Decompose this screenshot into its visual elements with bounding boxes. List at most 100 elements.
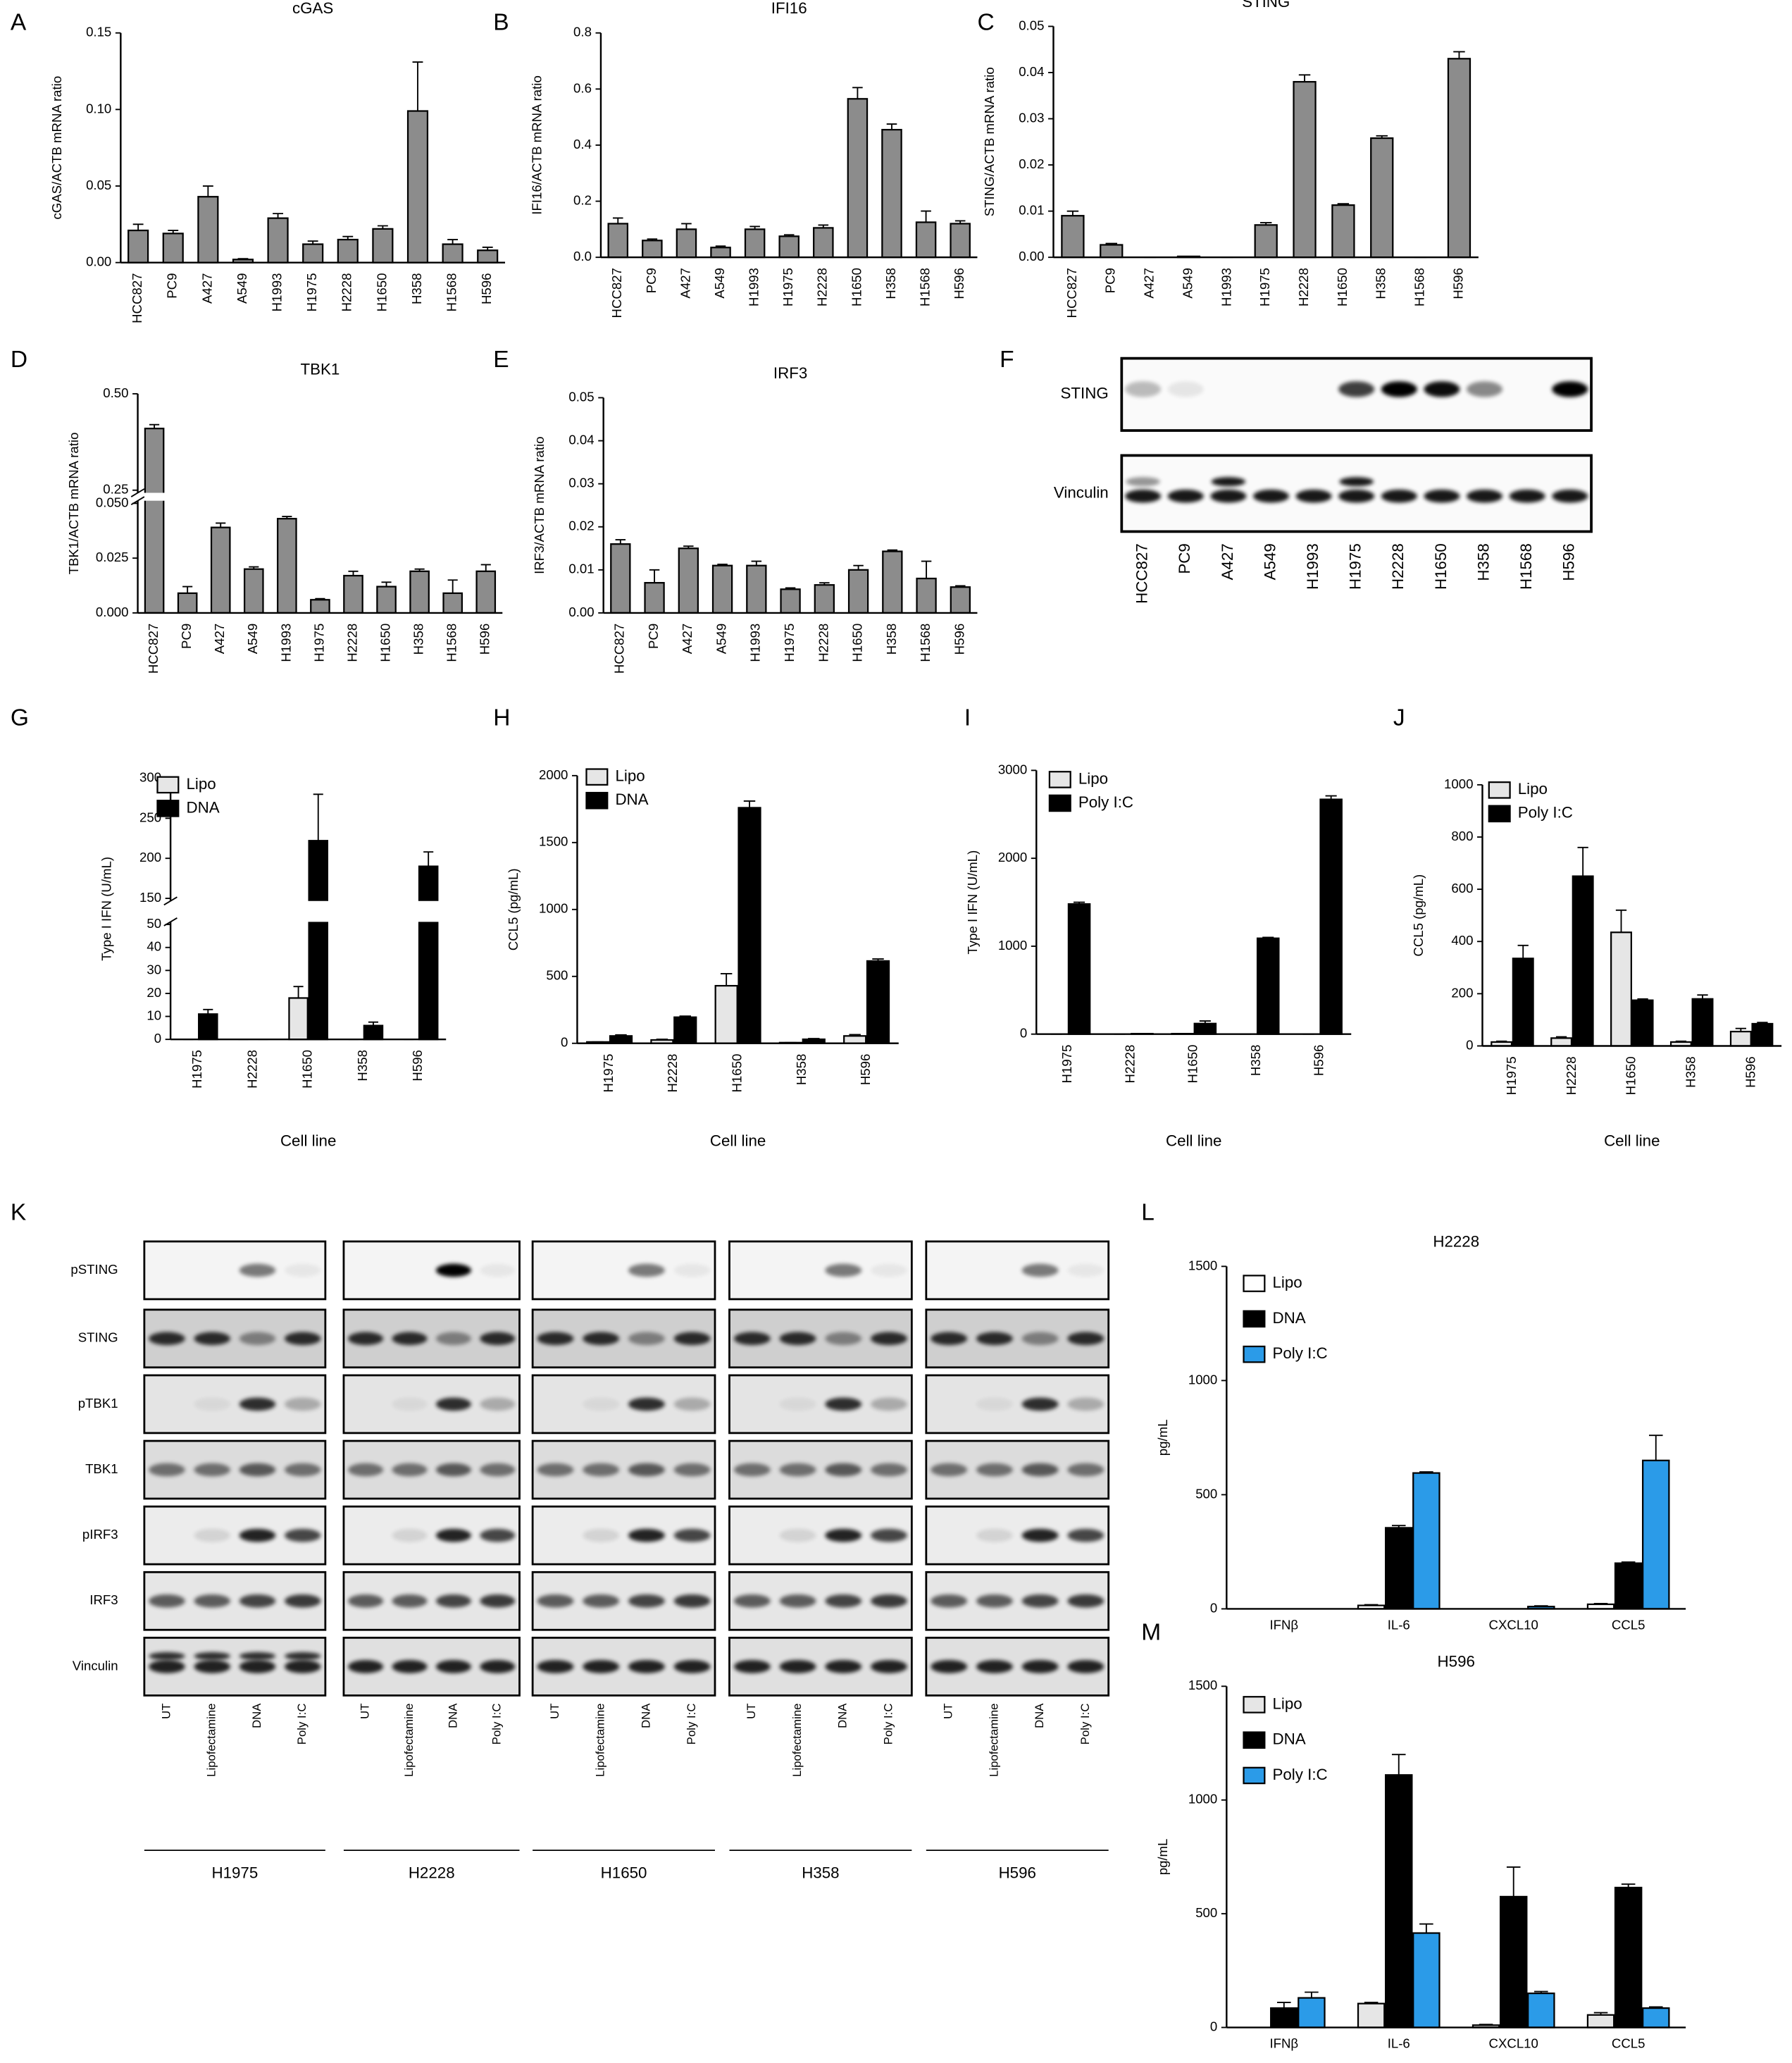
blot-band bbox=[285, 1397, 321, 1411]
x-tick-label: H596 bbox=[858, 1054, 873, 1086]
group-label: H358 bbox=[802, 1864, 839, 1882]
error-bar bbox=[482, 246, 493, 251]
error-bar bbox=[1337, 203, 1350, 206]
panel-letter: I bbox=[964, 705, 971, 731]
bar bbox=[1357, 2002, 1386, 2028]
x-axis-label: Cell line bbox=[710, 1132, 766, 1149]
error-bar bbox=[348, 570, 359, 576]
y-tick-label: 2000 bbox=[539, 767, 568, 782]
x-tick-label: H1993 bbox=[747, 268, 761, 306]
error-bar bbox=[1637, 998, 1648, 1000]
blot-band bbox=[348, 1463, 384, 1477]
blot-band bbox=[1509, 489, 1545, 503]
bar bbox=[337, 238, 359, 264]
legend-label: Poly I:C bbox=[1273, 1344, 1328, 1362]
blot-band bbox=[239, 1332, 276, 1346]
blot-lane-label: A427 bbox=[1219, 543, 1236, 580]
x-tick-label: HCC827 bbox=[612, 624, 627, 674]
bar bbox=[477, 249, 499, 264]
error-bar bbox=[872, 958, 884, 961]
blot-band bbox=[976, 1463, 1013, 1477]
x-tick-label: A427 bbox=[680, 624, 695, 654]
blot-row-label: STING bbox=[1060, 385, 1108, 402]
blot-band bbox=[628, 1332, 665, 1346]
chart-title: TBK1 bbox=[300, 360, 340, 378]
blot-band bbox=[480, 1332, 516, 1346]
blot-frame bbox=[925, 1505, 1110, 1566]
blot-band bbox=[871, 1660, 907, 1673]
bar bbox=[678, 547, 699, 614]
bar bbox=[866, 960, 890, 1044]
bar bbox=[1412, 1932, 1441, 2028]
blot-lane-label: UT bbox=[548, 1704, 561, 1719]
bar bbox=[780, 588, 801, 614]
x-tick-label: H2228 bbox=[1564, 1056, 1579, 1095]
legend-swatch bbox=[1048, 771, 1071, 788]
error-bar bbox=[132, 223, 144, 231]
x-tick-label: IL-6 bbox=[1388, 2036, 1410, 2051]
blot-band bbox=[285, 1652, 321, 1661]
error-bar bbox=[717, 563, 728, 566]
blot-band bbox=[628, 1397, 665, 1411]
blot-band bbox=[435, 1528, 471, 1542]
error-bar bbox=[679, 1015, 691, 1017]
x-tick-label: H1993 bbox=[269, 273, 284, 312]
legend-swatch bbox=[1243, 1275, 1266, 1292]
y-tick-label: 400 bbox=[1451, 933, 1473, 948]
bar bbox=[1256, 937, 1280, 1035]
error-bar bbox=[412, 61, 423, 111]
x-tick-label: H1993 bbox=[748, 624, 763, 662]
x-tick-label: H358 bbox=[355, 1050, 370, 1082]
x-tick-label: H596 bbox=[479, 273, 494, 305]
x-tick-label: H1975 bbox=[304, 273, 319, 312]
error-bar bbox=[1364, 2002, 1379, 2004]
blot-band bbox=[435, 1332, 471, 1346]
blot-band bbox=[628, 1463, 665, 1477]
error-bar bbox=[955, 585, 966, 588]
legend-label: Lipo bbox=[1518, 780, 1548, 798]
blot-band bbox=[583, 1332, 620, 1346]
error-bar bbox=[368, 1021, 378, 1026]
bar bbox=[642, 240, 663, 259]
blot-band bbox=[628, 1528, 665, 1542]
error-bar bbox=[1735, 1027, 1747, 1032]
blot-band bbox=[673, 1397, 711, 1411]
panel-letter: H bbox=[493, 705, 510, 731]
y-axis-label: pg/mL bbox=[1155, 1420, 1170, 1456]
blot-band bbox=[285, 1594, 321, 1608]
y-tick-label: 0.000 bbox=[96, 605, 129, 619]
bar bbox=[1061, 215, 1085, 259]
error-bar bbox=[852, 87, 863, 99]
error-bar bbox=[783, 234, 795, 237]
x-tick-label: H2228 bbox=[1122, 1045, 1137, 1084]
blot-band bbox=[537, 1660, 574, 1673]
blot-band bbox=[1067, 1660, 1105, 1673]
bar bbox=[1447, 58, 1471, 259]
y-tick-label: 0 bbox=[154, 1031, 161, 1046]
panel-letter: D bbox=[11, 347, 27, 373]
bar bbox=[1298, 1997, 1326, 2028]
y-tick-label: 3000 bbox=[998, 762, 1027, 776]
x-tick-label: H2228 bbox=[344, 624, 359, 662]
y-tick-label: 0.15 bbox=[86, 25, 111, 39]
bar bbox=[1729, 1030, 1752, 1047]
blot-band bbox=[194, 1332, 230, 1346]
blot-band bbox=[1067, 1397, 1105, 1411]
error-bar bbox=[1621, 1883, 1636, 1888]
y-tick-label: 0.50 bbox=[103, 385, 128, 400]
group-label: H1975 bbox=[211, 1864, 258, 1882]
blot-band bbox=[348, 1594, 384, 1608]
x-tick-label: CCL5 bbox=[1612, 2036, 1645, 2051]
y-tick-label: 20 bbox=[147, 985, 161, 1000]
blot-lane-label: Lipofectamine bbox=[987, 1704, 1000, 1777]
blot-band bbox=[194, 1594, 230, 1608]
blot-band bbox=[733, 1594, 771, 1608]
error-bar bbox=[720, 973, 733, 986]
bar bbox=[1586, 2014, 1615, 2028]
error-bar bbox=[249, 566, 259, 569]
y-tick-label: 0.00 bbox=[568, 605, 594, 619]
blot-band bbox=[871, 1463, 907, 1477]
blot-band bbox=[779, 1463, 816, 1477]
blot-band bbox=[871, 1397, 907, 1411]
blot-band bbox=[1552, 489, 1588, 503]
